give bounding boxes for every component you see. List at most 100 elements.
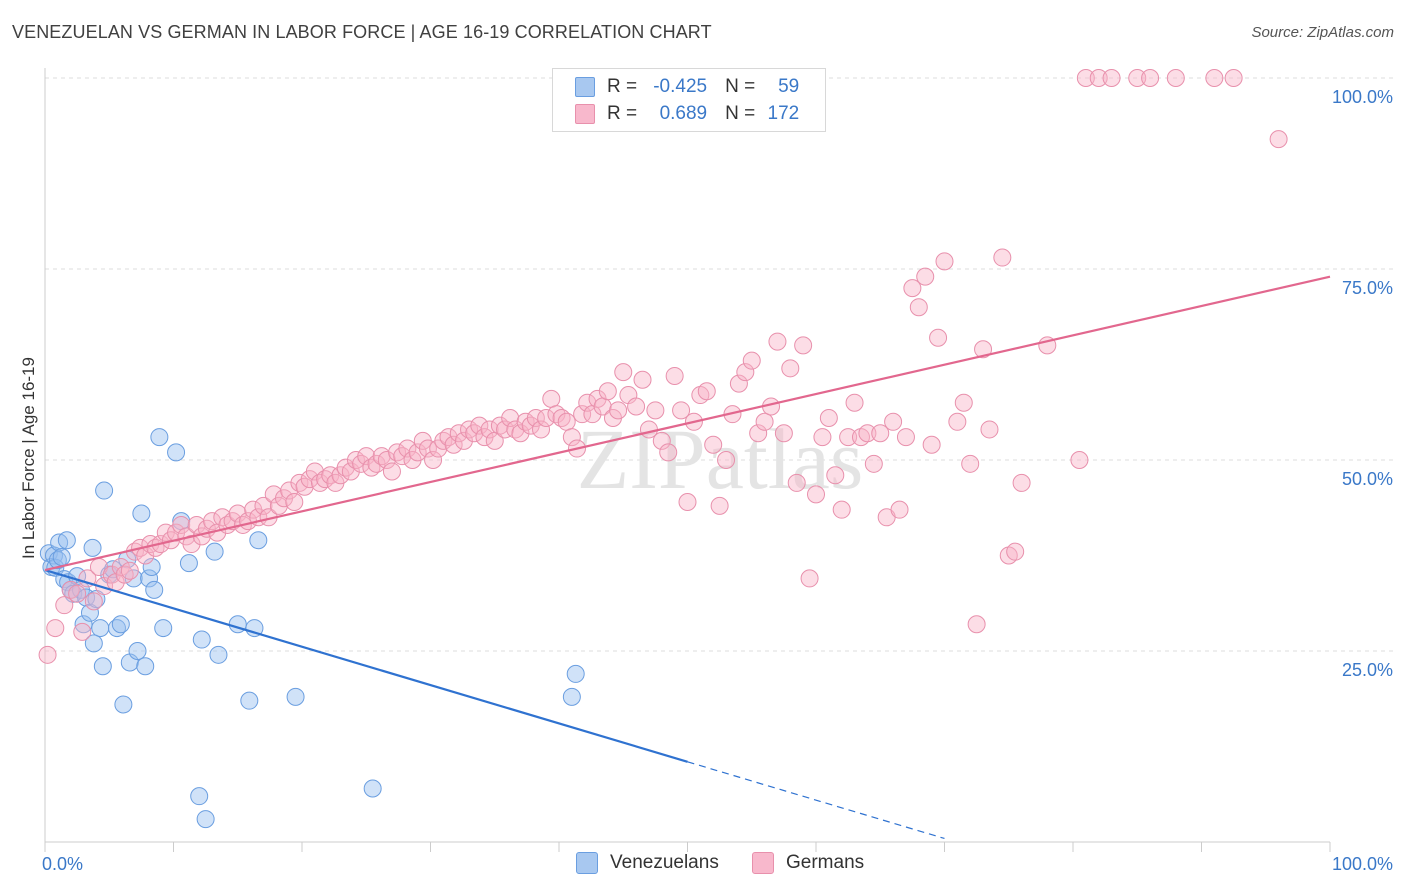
point-venezuelans [154, 619, 173, 638]
x-tick-label: 0.0% [42, 854, 83, 874]
point-germans [717, 451, 736, 469]
point-venezuelans [52, 548, 71, 567]
point-germans [729, 374, 748, 393]
point-venezuelans [140, 569, 159, 588]
gridlines [45, 77, 1395, 652]
point-germans [187, 515, 206, 534]
point-germans [68, 584, 87, 603]
point-germans [480, 420, 499, 439]
point-germans [884, 412, 903, 431]
point-venezuelans [74, 615, 93, 634]
legend-n-label: N = [725, 76, 756, 97]
point-venezuelans [84, 634, 103, 653]
legend-n-value: 59 [778, 76, 800, 97]
point-germans [858, 424, 877, 443]
point-germans [935, 252, 954, 271]
series-label-venezuelans: Venezuelans [610, 852, 719, 873]
point-germans [408, 443, 427, 462]
point-germans [832, 500, 851, 519]
series-legend-germans[interactable]: Germans [752, 852, 864, 874]
point-germans [742, 351, 761, 370]
point-venezuelans [83, 538, 102, 557]
point-germans [916, 267, 935, 286]
point-germans [781, 359, 800, 378]
point-germans [418, 439, 437, 458]
point-germans [573, 405, 592, 424]
point-germans [896, 428, 915, 447]
legend-row-venezuelans: R = -0.425 N = 59 [575, 75, 799, 99]
point-germans [598, 382, 617, 401]
point-germans [501, 408, 520, 427]
point-germans [1205, 69, 1224, 87]
point-germans [609, 401, 628, 420]
point-germans [1269, 130, 1288, 149]
point-germans [1102, 69, 1121, 87]
point-germans [398, 439, 417, 458]
point-germans [678, 493, 697, 512]
point-germans [172, 515, 191, 534]
point-germans [1089, 69, 1108, 87]
point-germans [929, 328, 948, 347]
point-germans [1166, 69, 1185, 87]
point-venezuelans [286, 687, 305, 706]
point-germans [578, 393, 597, 412]
legend-r-value: -0.425 [653, 76, 708, 97]
y-tick-label: 100.0% [1332, 87, 1393, 107]
point-germans [768, 332, 787, 351]
point-germans [864, 454, 883, 473]
point-germans [871, 424, 890, 443]
point-germans [470, 416, 489, 435]
point-venezuelans [95, 481, 114, 500]
legend-swatch-venezuelans [575, 77, 595, 97]
point-germans [826, 466, 845, 485]
point-germans [557, 412, 576, 431]
point-germans [357, 447, 376, 466]
point-germans [672, 401, 691, 420]
point-germans [967, 615, 986, 634]
point-germans [704, 435, 723, 454]
point-germans [55, 596, 74, 615]
point-venezuelans [196, 810, 215, 829]
point-germans [496, 420, 515, 439]
point-germans [1076, 69, 1095, 87]
point-germans [1224, 69, 1243, 87]
point-germans [444, 435, 463, 454]
point-germans [845, 393, 864, 412]
point-germans [562, 428, 581, 447]
point-germans [280, 481, 299, 500]
y-tick-label: 75.0% [1342, 278, 1393, 298]
point-germans [537, 408, 556, 427]
point-germans [903, 279, 922, 298]
point-germans [794, 336, 813, 355]
legend-n-label: N = [725, 103, 756, 124]
point-germans [922, 435, 941, 454]
point-germans [909, 298, 928, 317]
point-germans [341, 462, 360, 481]
point-germans [710, 496, 729, 515]
point-germans [38, 645, 57, 664]
point-germans [285, 493, 304, 512]
legend-row-germans: R = 0.689 N = 172 [575, 102, 799, 126]
point-germans [980, 420, 999, 439]
point-germans [1128, 69, 1147, 87]
point-venezuelans [57, 531, 76, 550]
series-legend-venezuelans[interactable]: Venezuelans [576, 852, 719, 874]
point-venezuelans [192, 630, 211, 649]
series-swatch-germans [752, 852, 774, 874]
tick-labels: 25.0% 50.0% 75.0% 100.0% 0.0% 100.0% [42, 87, 1393, 874]
point-germans [633, 370, 652, 389]
point-germans [697, 382, 716, 401]
point-germans [954, 393, 973, 412]
point-germans [526, 408, 545, 427]
watermark: ZIPatlas [577, 411, 864, 507]
chart-title: VENEZUELAN VS GERMAN IN LABOR FORCE | AG… [12, 22, 712, 42]
trend-line-venezuelans [44, 568, 688, 763]
x-tick-label: 100.0% [1332, 854, 1393, 874]
point-venezuelans [363, 779, 382, 798]
point-venezuelans [240, 691, 259, 710]
point-germans [73, 622, 92, 641]
legend-n-value: 172 [767, 103, 800, 124]
legend-r-label: R = [607, 103, 638, 124]
point-germans [800, 569, 819, 588]
trend-lines [44, 275, 1331, 840]
